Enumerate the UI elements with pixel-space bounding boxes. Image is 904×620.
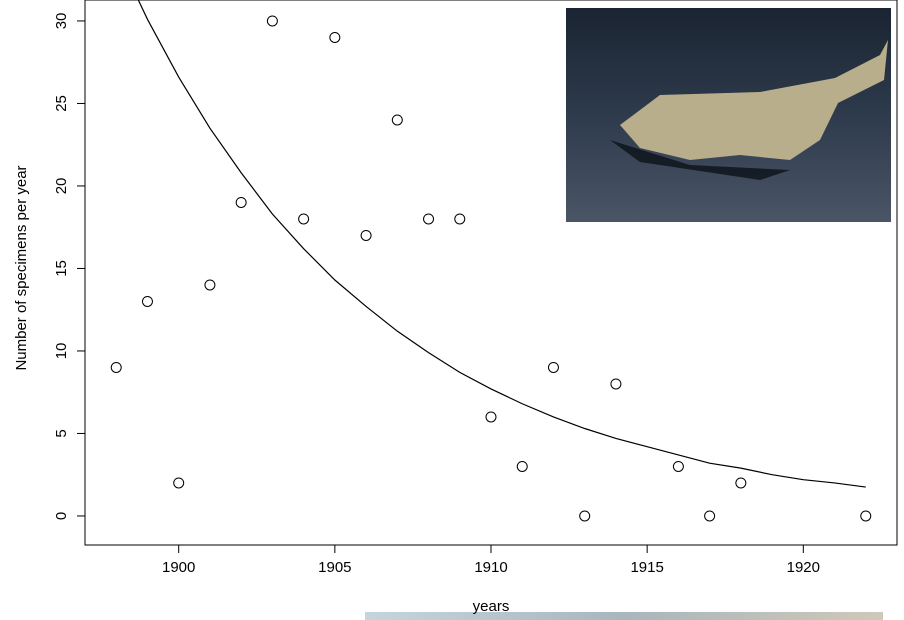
point (735, 477, 747, 489)
x-axis-label: years (473, 598, 510, 615)
y-tick-label: 25 (53, 95, 70, 112)
point (235, 196, 247, 208)
y-tick-label: 0 (53, 512, 70, 520)
point (329, 31, 341, 43)
y-tick-label: 20 (53, 178, 70, 195)
shark-shape (620, 40, 888, 160)
point (860, 510, 872, 522)
bottom-photo (365, 612, 883, 620)
y-tick-label: 10 (53, 343, 70, 360)
point (204, 279, 216, 291)
point (298, 213, 310, 225)
x-tick-label: 1920 (787, 559, 820, 576)
point (579, 510, 591, 522)
point (423, 213, 435, 225)
y-tick-label: 15 (53, 260, 70, 277)
x-tick-label: 1915 (630, 559, 663, 576)
point (173, 477, 185, 489)
point (610, 378, 622, 390)
point (454, 213, 466, 225)
point (672, 460, 684, 472)
y-tick-label: 5 (53, 429, 70, 437)
x-tick-label: 1910 (474, 559, 507, 576)
x-tick-label: 1900 (162, 559, 195, 576)
point (360, 229, 372, 241)
plot-area (110, 0, 872, 522)
shark-shadow (610, 140, 790, 180)
point (141, 295, 153, 307)
y-axis-label: Number of specimens per year (13, 165, 30, 370)
x-tick-label: 1905 (318, 559, 351, 576)
point (485, 411, 497, 423)
point (516, 460, 528, 472)
point (266, 15, 278, 27)
point (391, 114, 403, 126)
y-tick-label: 30 (53, 13, 70, 30)
fit-curve (137, 0, 866, 488)
point (110, 361, 122, 373)
point (704, 510, 716, 522)
point (547, 361, 559, 373)
